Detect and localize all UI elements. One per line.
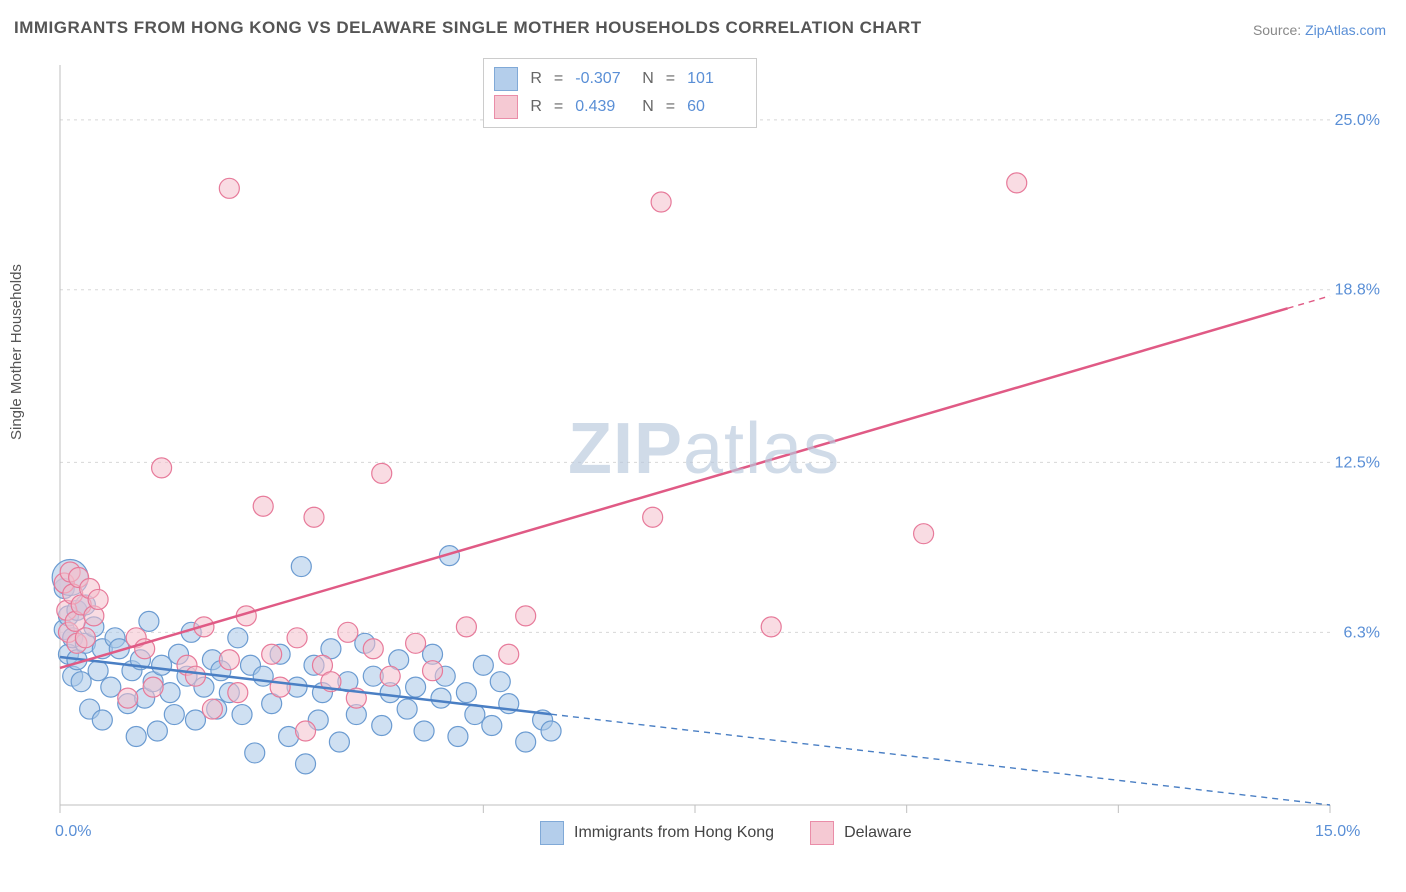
n-value: 60 (687, 98, 742, 116)
y-axis-label: Single Mother Households (8, 264, 25, 440)
source-prefix: Source: (1253, 22, 1305, 38)
legend-swatch (494, 95, 518, 119)
chart-plot-area: 6.3% 12.5% 18.8% 25.0% (50, 55, 1390, 845)
source-link[interactable]: ZipAtlas.com (1305, 22, 1386, 38)
x-axis-min-label: 0.0% (55, 823, 91, 841)
n-label: N (642, 98, 654, 116)
equals: = (554, 98, 563, 116)
legend-swatch (810, 821, 834, 845)
scatter-plot-svg: 6.3% 12.5% 18.8% 25.0% (50, 55, 1390, 845)
equals: = (666, 98, 675, 116)
legend-series-label: Immigrants from Hong Kong (574, 824, 774, 842)
source-attribution: Source: ZipAtlas.com (1253, 22, 1386, 38)
equals: = (666, 70, 675, 88)
x-axis-max-label: 15.0% (1315, 823, 1360, 841)
svg-text:18.8%: 18.8% (1335, 282, 1380, 299)
equals: = (554, 70, 563, 88)
svg-text:6.3%: 6.3% (1344, 624, 1380, 641)
svg-text:25.0%: 25.0% (1335, 112, 1380, 129)
stats-legend-box: R = -0.307 N = 101 R = 0.439 N = 60 (483, 58, 757, 128)
svg-text:12.5%: 12.5% (1335, 454, 1380, 471)
n-value: 101 (687, 70, 742, 88)
r-value: 0.439 (575, 98, 630, 116)
n-label: N (642, 70, 654, 88)
bottom-legend: Immigrants from Hong Kong Delaware (540, 821, 938, 845)
legend-swatch (494, 67, 518, 91)
r-label: R (530, 70, 542, 88)
stats-row: R = -0.307 N = 101 (494, 65, 742, 93)
stats-row: R = 0.439 N = 60 (494, 93, 742, 121)
legend-series-label: Delaware (844, 824, 912, 842)
chart-title: IMMIGRANTS FROM HONG KONG VS DELAWARE SI… (14, 18, 922, 38)
r-value: -0.307 (575, 70, 630, 88)
r-label: R (530, 98, 542, 116)
legend-swatch (540, 821, 564, 845)
